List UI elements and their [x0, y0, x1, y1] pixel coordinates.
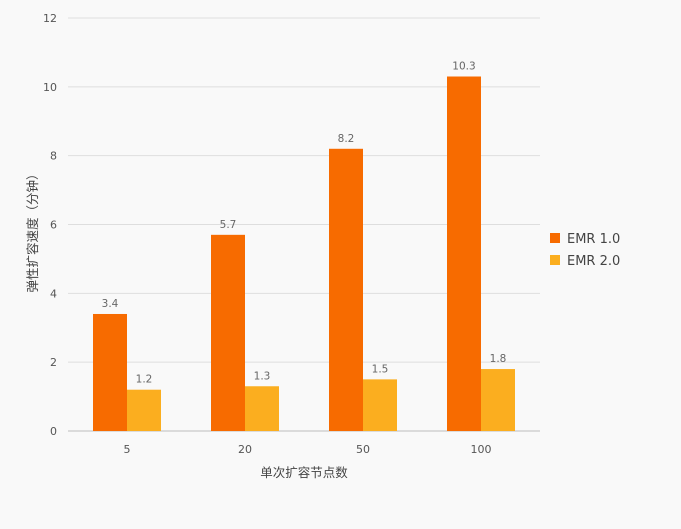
bar [481, 369, 515, 431]
y-axis-ticks: 0 2 4 6 8 10 12 [43, 12, 57, 438]
bar [211, 234, 245, 431]
y-tick-label: 10 [43, 81, 57, 94]
data-label: 10.3 [452, 61, 475, 73]
legend-swatch [550, 233, 560, 243]
y-tick-label: 0 [50, 425, 57, 438]
x-axis-ticks: 5 20 50 100 [124, 443, 492, 456]
data-label: 8.2 [338, 133, 355, 145]
y-tick-label: 6 [50, 219, 57, 232]
gridlines [68, 17, 540, 432]
bar [127, 389, 161, 431]
data-label: 5.7 [220, 219, 237, 231]
bar [447, 76, 481, 431]
bar [245, 386, 279, 431]
bar [93, 313, 127, 431]
data-label: 1.3 [254, 370, 271, 382]
x-axis-title: 单次扩容节点数 [260, 465, 348, 480]
data-label: 1.8 [490, 353, 507, 365]
y-tick-label: 12 [43, 12, 57, 25]
x-tick-label: 50 [356, 443, 370, 456]
data-label: 1.2 [136, 374, 153, 386]
y-tick-label: 4 [50, 287, 57, 300]
legend-label: EMR 2.0 [567, 254, 620, 269]
y-tick-label: 8 [50, 150, 57, 163]
legend: EMR 1.0 EMR 2.0 [550, 232, 620, 269]
data-labels: 3.4 1.2 5.7 1.3 8.2 1.5 10.3 1.8 [102, 61, 507, 386]
legend-swatch [550, 255, 560, 265]
legend-label: EMR 1.0 [567, 232, 620, 247]
data-label: 1.5 [372, 363, 389, 375]
y-tick-label: 2 [50, 356, 57, 369]
bar [329, 148, 363, 432]
bar [363, 379, 397, 431]
data-label: 3.4 [102, 298, 119, 310]
x-tick-label: 5 [124, 443, 131, 456]
y-axis-title: 弹性扩容速度（分钟） [25, 167, 40, 292]
x-tick-label: 100 [471, 443, 492, 456]
x-tick-label: 20 [238, 443, 252, 456]
bars [93, 76, 515, 432]
